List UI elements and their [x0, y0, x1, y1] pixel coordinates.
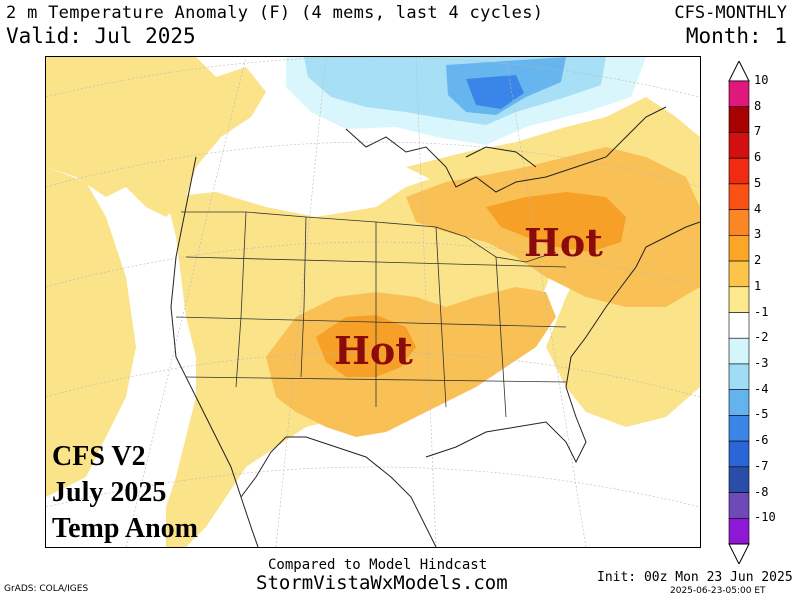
legend-label: -10	[754, 510, 776, 525]
color-legend	[728, 61, 750, 564]
legend-swatch	[728, 157, 750, 185]
model-name: CFS-MONTHLY	[674, 3, 787, 23]
map-canvas	[46, 57, 700, 547]
forecast-month: Month: 1	[685, 24, 787, 48]
legend-swatch	[728, 80, 750, 108]
legend-swatch	[728, 260, 750, 288]
legend-label: 4	[754, 201, 762, 216]
legend-label: 6	[754, 150, 762, 165]
legend-swatch	[728, 389, 750, 416]
legend-label: -7	[754, 458, 769, 473]
legend-boxes	[728, 80, 750, 545]
graticule	[46, 57, 700, 547]
legend-label: -2	[754, 330, 769, 345]
legend-swatch	[728, 235, 750, 262]
grads-credit: GrADS: COLA/IGES	[4, 584, 89, 594]
overlay-model-label: CFS V2	[52, 441, 146, 472]
legend-label: -5	[754, 407, 769, 422]
legend-label: 1	[754, 278, 762, 293]
legend-label: -1	[754, 304, 769, 319]
legend-label: 5	[754, 175, 762, 190]
legend-label: 7	[754, 124, 762, 139]
overlay-variable-label: Temp Anom	[52, 513, 199, 544]
legend-swatch	[728, 415, 750, 442]
valid-date: Valid: Jul 2025	[6, 24, 196, 48]
anomaly-map: Hot Hot CFS V2 July 2025 Temp Anom	[45, 56, 701, 548]
legend-label: -8	[754, 484, 769, 499]
legend-top-arrow	[728, 61, 750, 82]
legend-swatch	[728, 492, 750, 519]
legend-swatch	[728, 466, 750, 493]
legend-label: -3	[754, 355, 769, 370]
coastlines	[170, 106, 700, 547]
website-label: StormVistaWxModels.com	[256, 572, 508, 594]
legend-label: 3	[754, 227, 762, 242]
comparison-note: Compared to Model Hindcast	[268, 557, 488, 573]
warm-region-1-2-pacific	[46, 167, 136, 497]
hot-label-southwest: Hot	[334, 328, 413, 373]
legend-label: 8	[754, 98, 762, 113]
legend-label: -6	[754, 433, 769, 448]
legend-label: 10	[754, 73, 769, 87]
legend-label: 2	[754, 253, 762, 268]
legend-swatch	[728, 312, 750, 339]
legend-swatch	[728, 363, 750, 390]
legend-swatch	[728, 106, 750, 133]
legend-swatch	[728, 337, 750, 365]
timestamp: 2025-06-23-05:00 ET	[670, 586, 766, 596]
legend-swatch	[728, 440, 750, 468]
legend-swatch	[728, 517, 750, 545]
legend-swatch	[728, 132, 750, 159]
cool-region-4-5	[466, 75, 524, 109]
overlay-month-label: July 2025	[52, 477, 167, 508]
warm-region-3-4-northeast	[486, 192, 626, 252]
boundaries	[175, 211, 567, 418]
hot-label-northeast: Hot	[524, 220, 603, 265]
init-time: Init: 00z Mon 23 Jun 2025	[597, 570, 793, 585]
legend-bottom-arrow	[728, 543, 750, 564]
warm-region-1-2-northwest	[46, 57, 266, 217]
map-title: 2 m Temperature Anomaly (F) (4 mems, las…	[6, 3, 544, 23]
legend-swatch	[728, 286, 750, 313]
legend-swatch	[728, 183, 750, 210]
legend-label: -4	[754, 381, 769, 396]
warm-region-3-4-southwest	[316, 315, 416, 377]
legend-swatch	[728, 209, 750, 236]
